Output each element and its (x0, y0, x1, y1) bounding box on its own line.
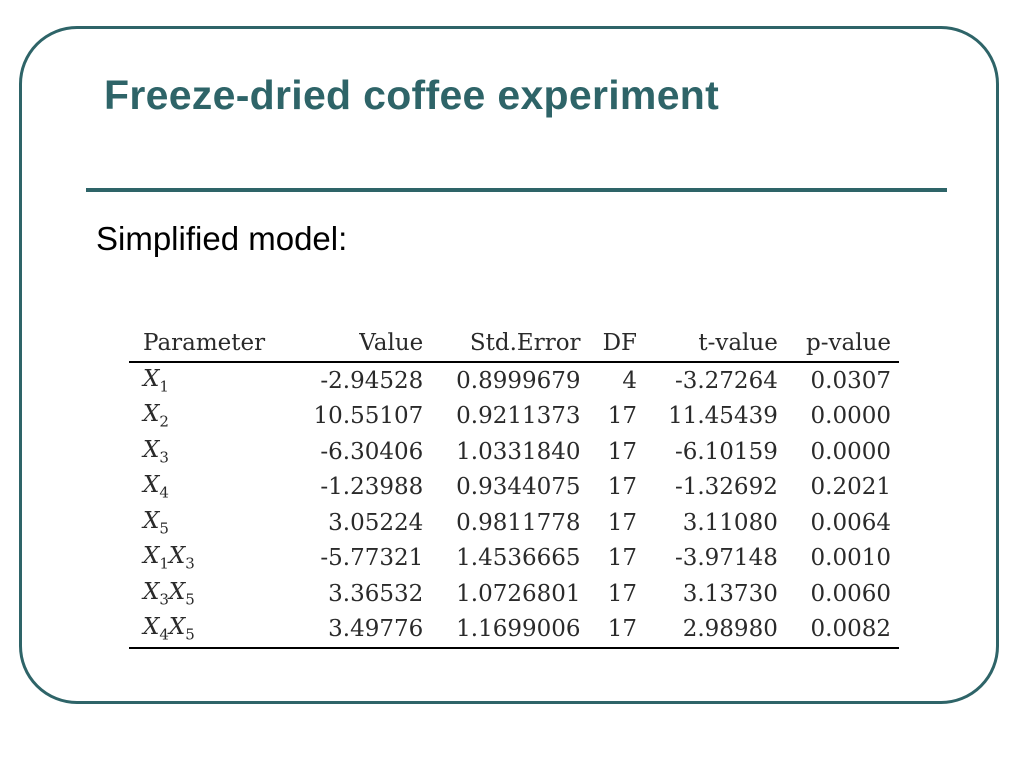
cell-parameter: X4X5 (129, 611, 291, 649)
cell-t-value: -1.32692 (674, 474, 778, 501)
cell-value: -5.77321 (320, 545, 424, 572)
cell-df: 17 (588, 611, 645, 649)
header-t-value: t-value (645, 324, 786, 363)
cell-parameter: X3 (143, 436, 169, 467)
slide-title: Freeze-dried coffee experiment (104, 72, 720, 118)
header-p-value: p-value (785, 324, 899, 363)
cell-t-value: 11.45439 (668, 403, 778, 430)
cell-t-value: -3.27264 (674, 367, 778, 394)
cell-std-error: 0.9211373 (456, 403, 581, 430)
cell-p-value: 0.0000 (810, 403, 891, 430)
parameter-table: Parameter Value Std.Error DF t-value p-v… (129, 324, 899, 649)
table-row: X1X3 -5.77321 1.4536665 17 -3.97148 0.0010 (129, 541, 899, 577)
cell-parameter: X1X3 (143, 543, 195, 574)
cell-value: 10.55107 (313, 403, 424, 430)
slide-subtitle: Simplified model: (96, 220, 348, 257)
cell-std-error: 1.0726801 (456, 580, 581, 607)
cell-value: 3.49776 (290, 611, 432, 649)
cell-p-value: 0.0060 (810, 580, 891, 607)
cell-value: 3.36532 (328, 580, 424, 607)
table-row: X4X5 3.49776 1.1699006 17 2.98980 0.0082 (129, 611, 899, 649)
cell-p-value: 0.0000 (810, 438, 891, 465)
cell-df: 17 (607, 403, 637, 430)
header-value: Value (290, 324, 432, 363)
cell-p-value: 0.2021 (810, 474, 891, 501)
cell-t-value: 3.13730 (682, 580, 778, 607)
cell-value: -1.23988 (320, 474, 424, 501)
title-divider (86, 188, 947, 192)
cell-std-error: 1.1699006 (431, 611, 589, 649)
cell-parameter: X2 (143, 401, 169, 432)
cell-std-error: 0.9344075 (456, 474, 581, 501)
cell-parameter: X4 (143, 472, 169, 503)
cell-parameter: X3X5 (143, 578, 195, 609)
cell-df: 17 (607, 580, 637, 607)
cell-df: 17 (607, 509, 637, 536)
cell-t-value: 3.11080 (682, 509, 778, 536)
cell-parameter: X1 (143, 365, 169, 396)
cell-t-value: -3.97148 (674, 545, 778, 572)
cell-value: 3.05224 (328, 509, 424, 536)
header-df: DF (588, 324, 645, 363)
cell-value: -6.30406 (320, 438, 424, 465)
cell-std-error: 0.8999679 (456, 367, 581, 394)
cell-std-error: 1.4536665 (456, 545, 581, 572)
table-row: X3X5 3.36532 1.0726801 17 3.13730 0.0060 (129, 576, 899, 612)
table-row: X4 -1.23988 0.9344075 17 -1.32692 0.2021 (129, 470, 899, 506)
table-row: X5 3.05224 0.9811778 17 3.11080 0.0064 (129, 505, 899, 541)
cell-df: 17 (607, 474, 637, 501)
cell-df: 17 (607, 545, 637, 572)
cell-parameter: X5 (143, 507, 169, 538)
header-std-error: Std.Error (431, 324, 589, 363)
cell-t-value: 2.98980 (645, 611, 786, 649)
cell-df: 17 (607, 438, 637, 465)
table-row: X2 10.55107 0.9211373 17 11.45439 0.0000 (129, 399, 899, 435)
cell-std-error: 0.9811778 (456, 509, 581, 536)
cell-p-value: 0.0307 (810, 367, 891, 394)
table-row: X3 -6.30406 1.0331840 17 -6.10159 0.0000 (129, 434, 899, 470)
cell-value: -2.94528 (320, 367, 424, 394)
cell-p-value: 0.0082 (785, 611, 899, 649)
cell-t-value: -6.10159 (674, 438, 778, 465)
table-row: X1 -2.94528 0.8999679 4 -3.27264 0.0307 (129, 362, 899, 399)
table-header-row: Parameter Value Std.Error DF t-value p-v… (129, 324, 899, 363)
cell-df: 4 (622, 367, 637, 394)
cell-p-value: 0.0064 (810, 509, 891, 536)
header-parameter: Parameter (129, 324, 291, 363)
cell-p-value: 0.0010 (810, 545, 891, 572)
slide-frame (19, 26, 999, 704)
cell-std-error: 1.0331840 (456, 438, 581, 465)
